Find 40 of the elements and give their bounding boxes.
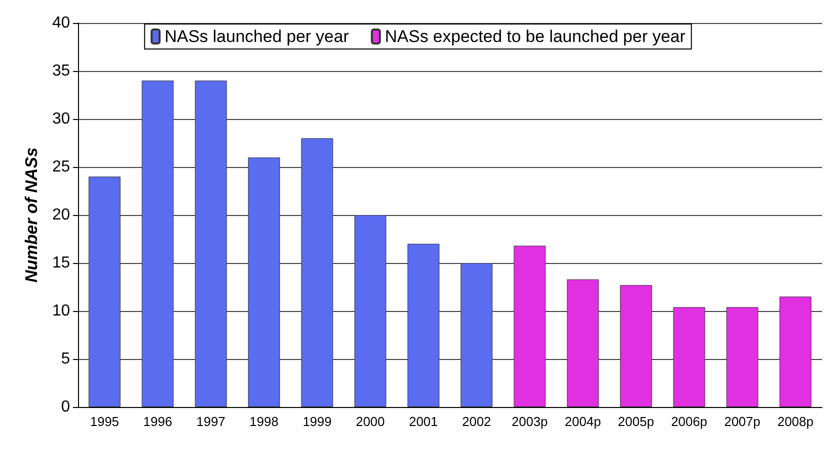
y-tick-label: 30 bbox=[52, 110, 70, 128]
x-tick-label: 2007p bbox=[724, 414, 760, 429]
x-tick-label: 2006p bbox=[671, 414, 708, 429]
x-tick-label: 2000 bbox=[356, 414, 385, 429]
y-tick-label: 25 bbox=[52, 158, 70, 176]
bar bbox=[514, 246, 546, 407]
x-tick-label: 1997 bbox=[196, 414, 226, 429]
bar bbox=[88, 176, 121, 407]
y-axis-title: Number of NASs bbox=[22, 147, 41, 283]
bar bbox=[779, 296, 812, 407]
bar bbox=[726, 307, 758, 407]
y-tick-label: 20 bbox=[52, 206, 70, 224]
x-tick-label: 2004p bbox=[564, 414, 601, 429]
y-tick-label: 40 bbox=[52, 14, 70, 32]
y-tick-label: 10 bbox=[52, 302, 70, 320]
legend-label: NASs expected to be launched per year bbox=[384, 27, 686, 46]
bar bbox=[673, 307, 706, 407]
x-tick-label: 2001 bbox=[408, 414, 438, 429]
x-tick-label: 1995 bbox=[90, 414, 120, 429]
x-tick-label: 1996 bbox=[143, 414, 172, 429]
x-tick-label: 2005p bbox=[618, 414, 654, 429]
x-tick-label: 2003p bbox=[512, 414, 548, 429]
bar bbox=[620, 285, 652, 407]
x-tick-label: 2002 bbox=[462, 414, 492, 429]
bar bbox=[566, 279, 599, 407]
bar bbox=[194, 80, 227, 407]
y-tick-label: 15 bbox=[52, 254, 70, 272]
bar bbox=[142, 80, 174, 407]
bar bbox=[354, 215, 386, 407]
bar bbox=[407, 244, 440, 407]
x-tick-label: 2008p bbox=[777, 414, 814, 429]
y-tick-label: 5 bbox=[61, 350, 70, 368]
x-tick-label: 1999 bbox=[302, 414, 332, 429]
x-tick-label: 1998 bbox=[250, 414, 278, 429]
bar bbox=[301, 138, 334, 407]
y-tick-label: 35 bbox=[52, 62, 70, 80]
bar bbox=[460, 263, 493, 407]
legend-label: NASs launched per year bbox=[164, 27, 350, 46]
bar bbox=[248, 157, 280, 407]
y-tick-label: 0 bbox=[61, 398, 70, 416]
